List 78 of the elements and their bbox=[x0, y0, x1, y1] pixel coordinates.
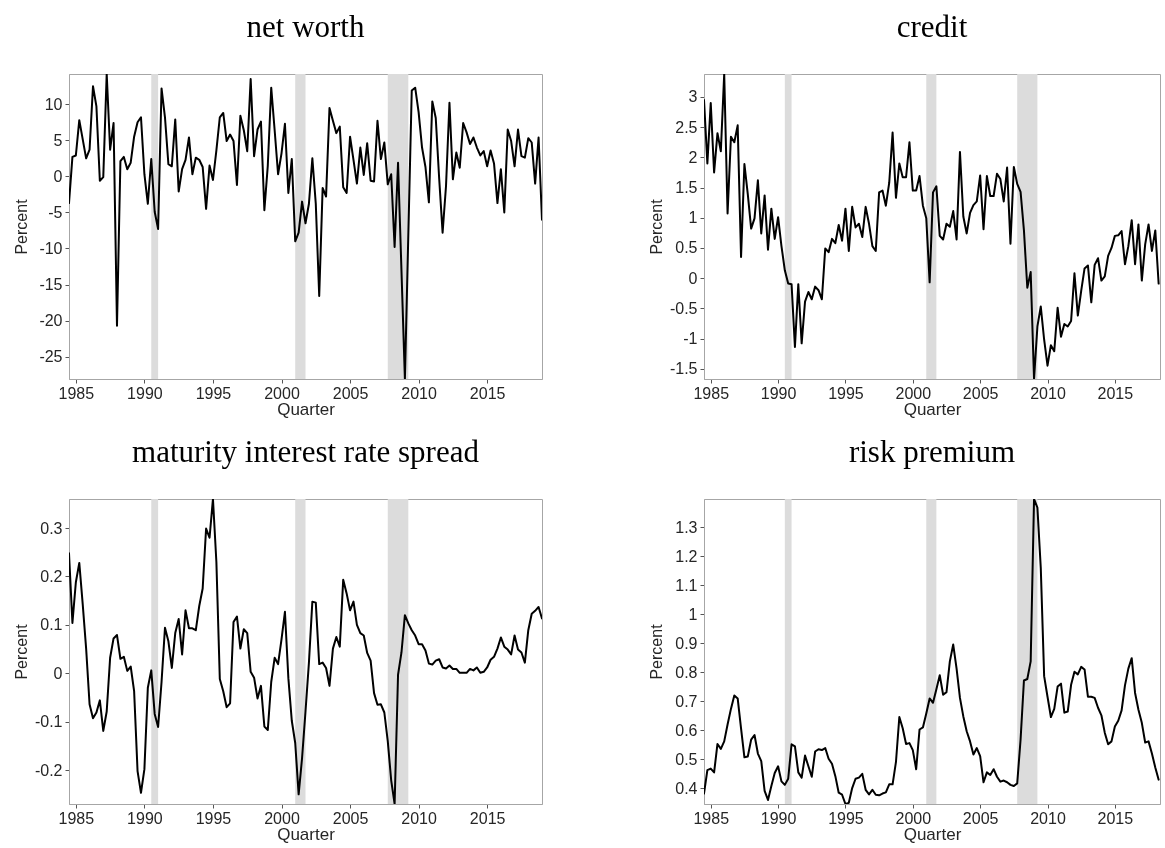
y-tick-label: 0.3 bbox=[40, 519, 63, 537]
x-tick-label: 2005 bbox=[332, 809, 369, 827]
y-tick-label: 0.6 bbox=[675, 721, 698, 739]
y-tick-label: -0.1 bbox=[34, 713, 63, 731]
x-tick-label: 1990 bbox=[127, 384, 163, 402]
y-tick-label: 1.2 bbox=[675, 547, 698, 565]
x-tick-label: 1985 bbox=[693, 809, 730, 827]
y-tick-label: 5 bbox=[53, 131, 63, 149]
x-tick-label: 1995 bbox=[195, 809, 232, 827]
x-tick-label: 2015 bbox=[469, 384, 506, 402]
y-tick-label: 0.2 bbox=[40, 567, 63, 585]
x-tick-label: 1995 bbox=[828, 384, 864, 402]
line-series bbox=[704, 499, 1160, 804]
x-axis-title: Quarter bbox=[277, 399, 336, 419]
y-tick-label: 0.8 bbox=[675, 663, 698, 681]
x-tick-label: 2005 bbox=[332, 384, 369, 402]
x-tick-label: 2015 bbox=[1097, 809, 1134, 827]
chart-title: maturity interest rate spread bbox=[132, 434, 480, 469]
x-tick-label: 2010 bbox=[1030, 809, 1066, 827]
x-tick-label: 1990 bbox=[127, 809, 163, 827]
y-tick-label: 1 bbox=[688, 605, 698, 623]
x-axis-title: Quarter bbox=[277, 824, 336, 844]
y-tick-label: 0 bbox=[688, 269, 698, 287]
y-tick-label: -25 bbox=[39, 348, 63, 366]
x-tick-label: 1995 bbox=[828, 809, 864, 827]
x-tick-label: 1990 bbox=[760, 809, 797, 827]
y-tick-label: 0.4 bbox=[675, 779, 698, 797]
y-tick-label: 0.9 bbox=[675, 634, 698, 652]
chart-title: credit bbox=[896, 9, 968, 44]
y-axis-title: Percent bbox=[12, 198, 30, 255]
x-axis-title: Quarter bbox=[903, 399, 962, 419]
line-series bbox=[704, 74, 1160, 379]
y-tick-label: 1 bbox=[688, 209, 698, 227]
x-tick-label: 2000 bbox=[264, 809, 300, 827]
y-tick-label: -10 bbox=[39, 239, 63, 257]
y-tick-label: 2 bbox=[688, 148, 698, 166]
y-tick-label: 2.5 bbox=[675, 118, 698, 136]
y-tick-label: -20 bbox=[39, 312, 63, 330]
y-tick-label: 0.5 bbox=[675, 750, 698, 768]
chart-title: net worth bbox=[246, 9, 365, 44]
x-tick-label: 2000 bbox=[895, 384, 932, 402]
y-tick-label: -1 bbox=[683, 330, 698, 348]
y-tick-label: 0.1 bbox=[40, 616, 63, 634]
y-tick-label: -5 bbox=[48, 203, 63, 221]
y-tick-label: -0.2 bbox=[34, 761, 63, 779]
y-tick-label: 0.5 bbox=[675, 239, 698, 257]
y-axis-title: Percent bbox=[12, 623, 30, 680]
x-tick-label: 1985 bbox=[58, 384, 95, 402]
x-tick-label: 2010 bbox=[401, 809, 438, 827]
y-tick-label: 1.5 bbox=[675, 179, 698, 197]
y-tick-label: -15 bbox=[39, 276, 63, 294]
x-tick-label: 1985 bbox=[58, 809, 95, 827]
x-tick-label: 2010 bbox=[1030, 384, 1066, 402]
x-tick-label: 2015 bbox=[469, 809, 506, 827]
y-tick-label: 0 bbox=[53, 664, 63, 682]
x-tick-label: 2005 bbox=[962, 384, 999, 402]
line-series bbox=[69, 499, 542, 804]
x-tick-label: 2010 bbox=[401, 384, 438, 402]
y-axis-title: Percent bbox=[647, 198, 665, 255]
x-tick-label: 2000 bbox=[264, 384, 300, 402]
y-axis-title: Percent bbox=[647, 623, 665, 680]
y-tick-label: 10 bbox=[44, 95, 63, 113]
chart-title: risk premium bbox=[848, 434, 1016, 469]
line-series bbox=[69, 74, 542, 379]
y-tick-label: 0.7 bbox=[675, 692, 698, 710]
y-tick-label: 0 bbox=[53, 167, 63, 185]
y-tick-label: -0.5 bbox=[669, 299, 698, 317]
x-tick-label: 1985 bbox=[693, 384, 730, 402]
y-tick-label: 1.3 bbox=[675, 518, 698, 536]
x-tick-label: 1995 bbox=[195, 384, 232, 402]
x-tick-label: 2005 bbox=[962, 809, 999, 827]
y-tick-label: 1.1 bbox=[675, 576, 698, 594]
y-tick-label: 3 bbox=[688, 88, 698, 106]
x-axis-title: Quarter bbox=[903, 824, 962, 844]
x-tick-label: 1990 bbox=[760, 384, 797, 402]
y-tick-label: -1.5 bbox=[669, 360, 698, 378]
x-tick-label: 2000 bbox=[895, 809, 932, 827]
x-tick-label: 2015 bbox=[1097, 384, 1134, 402]
